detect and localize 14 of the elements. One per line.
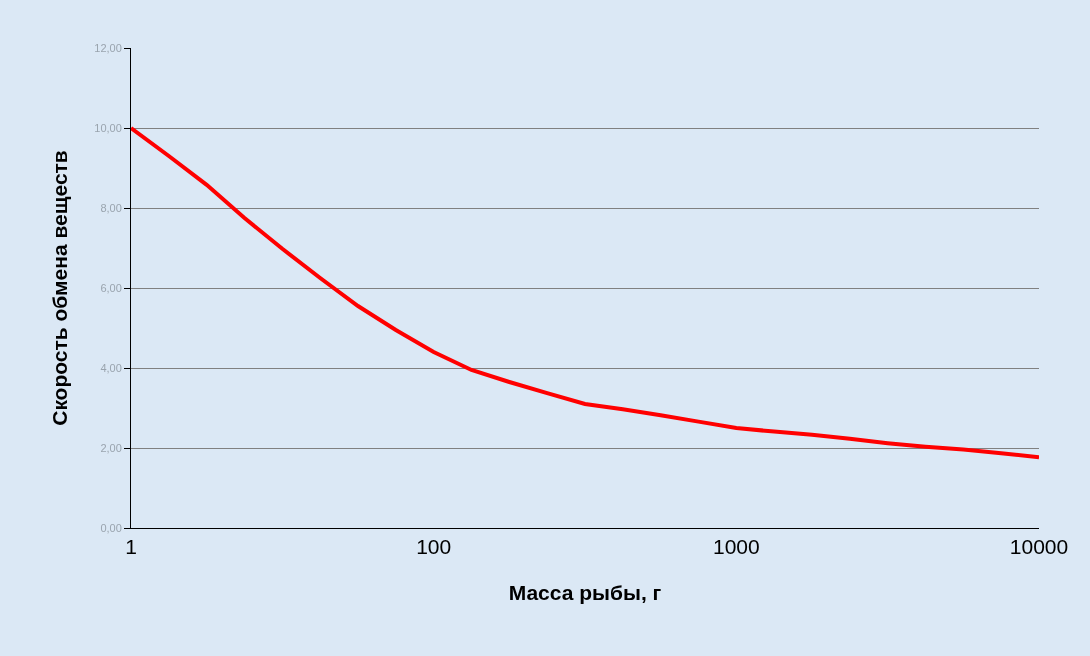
y-axis-title: Скорость обмена веществ xyxy=(48,150,72,426)
y-tick-label: 0,00 xyxy=(100,521,122,534)
y-tick-label: 6,00 xyxy=(100,281,122,294)
y-tick-label: 8,00 xyxy=(100,201,122,214)
y-tick-label: 12,00 xyxy=(94,41,122,54)
y-tick-label: 2,00 xyxy=(100,441,122,454)
x-axis-title: Масса рыбы, г xyxy=(508,581,662,605)
line-series xyxy=(131,126,1039,460)
x-tick-label: 1000 xyxy=(712,535,760,559)
x-tick-label: 1 xyxy=(125,535,137,559)
y-tick-label: 10,00 xyxy=(94,121,122,134)
x-tick-label: 10000 xyxy=(1009,535,1069,559)
y-tick-label: 4,00 xyxy=(100,361,122,374)
x-tick-label: 100 xyxy=(416,535,452,559)
